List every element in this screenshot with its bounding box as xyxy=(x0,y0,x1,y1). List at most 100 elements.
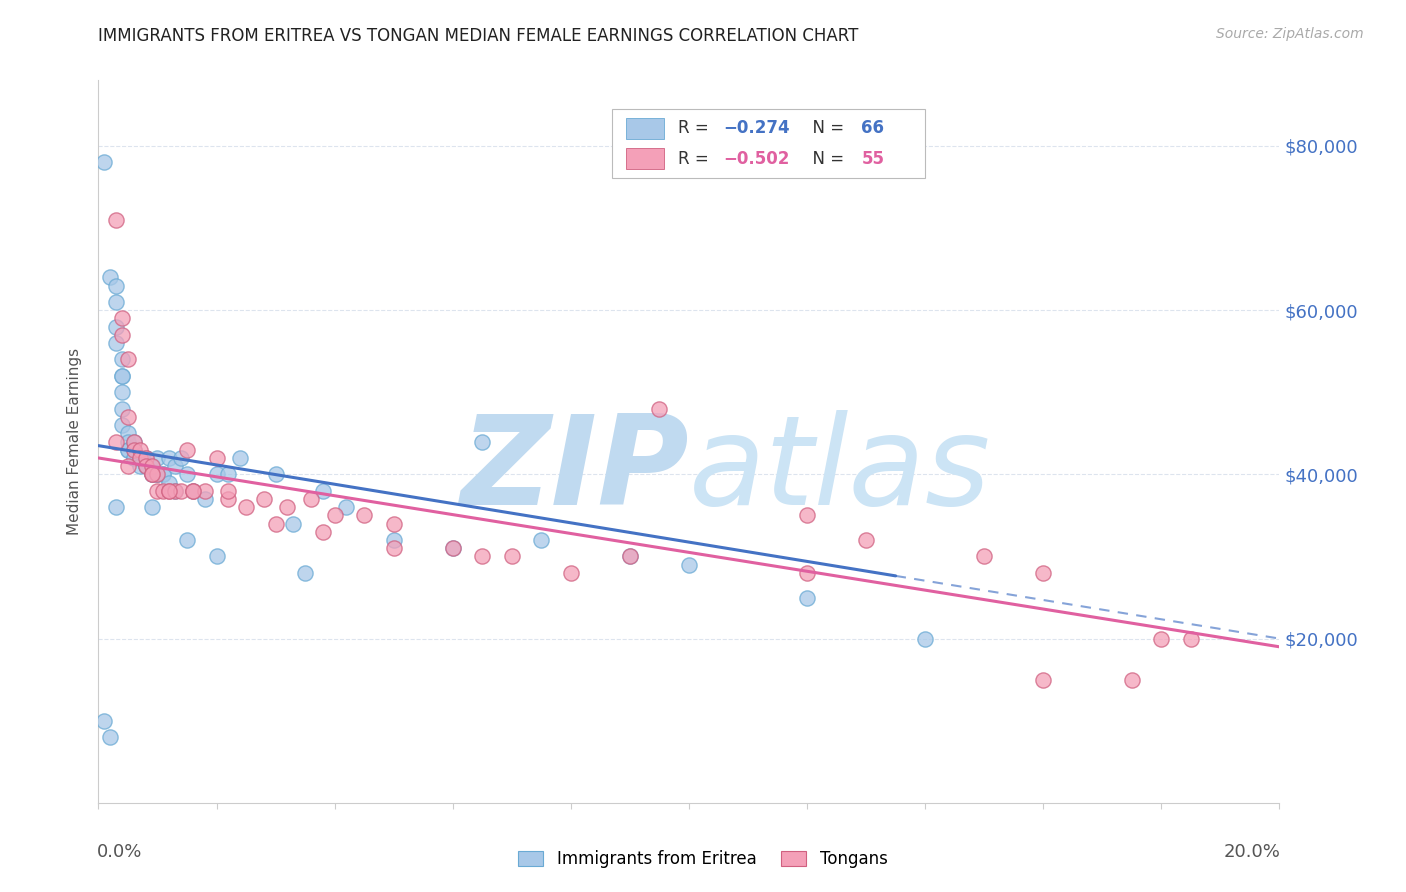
Point xyxy=(122,434,145,449)
Point xyxy=(229,450,252,465)
Point xyxy=(299,491,322,506)
Point xyxy=(122,450,145,465)
Point xyxy=(170,450,193,465)
Text: atlas: atlas xyxy=(689,410,991,531)
Point xyxy=(122,434,145,449)
FancyBboxPatch shape xyxy=(612,109,925,178)
Point xyxy=(283,516,305,531)
Point xyxy=(105,319,128,334)
Point xyxy=(135,450,157,465)
Point xyxy=(181,483,204,498)
Point xyxy=(205,467,228,482)
Point xyxy=(217,483,239,498)
Point xyxy=(253,491,276,506)
Point xyxy=(796,508,818,523)
Point xyxy=(312,524,335,539)
Point xyxy=(176,442,198,457)
Text: 55: 55 xyxy=(862,150,884,168)
Point xyxy=(176,467,198,482)
Point xyxy=(294,566,316,580)
Point xyxy=(471,434,494,449)
Point xyxy=(105,500,128,515)
Point xyxy=(141,467,163,482)
Point xyxy=(111,352,134,367)
Point xyxy=(111,368,134,383)
Text: Source: ZipAtlas.com: Source: ZipAtlas.com xyxy=(1216,27,1364,41)
Point xyxy=(128,450,150,465)
Point xyxy=(276,500,298,515)
Point xyxy=(135,459,157,474)
Point xyxy=(471,549,494,564)
Point xyxy=(117,409,139,424)
Point xyxy=(93,155,115,169)
Point xyxy=(217,491,239,506)
Point xyxy=(170,483,193,498)
Point xyxy=(1032,673,1054,687)
Point xyxy=(122,442,145,457)
Point xyxy=(105,212,128,227)
Point xyxy=(165,483,187,498)
Point xyxy=(135,450,157,465)
Point xyxy=(128,459,150,474)
Point xyxy=(146,467,169,482)
Point xyxy=(111,311,134,326)
Point xyxy=(619,549,641,564)
Text: −0.502: −0.502 xyxy=(723,150,790,168)
Point xyxy=(914,632,936,646)
Text: 20.0%: 20.0% xyxy=(1223,843,1281,861)
Y-axis label: Median Female Earnings: Median Female Earnings xyxy=(67,348,83,535)
Point xyxy=(111,327,134,342)
Point xyxy=(530,533,553,547)
Point xyxy=(141,467,163,482)
Point xyxy=(181,483,204,498)
Point xyxy=(165,483,187,498)
Legend: Immigrants from Eritrea, Tongans: Immigrants from Eritrea, Tongans xyxy=(512,844,894,875)
Point xyxy=(194,483,217,498)
Point xyxy=(146,467,169,482)
Point xyxy=(105,295,128,310)
Point xyxy=(855,533,877,547)
Point xyxy=(323,508,346,523)
Point xyxy=(157,475,180,490)
Point xyxy=(98,730,121,744)
Text: R =: R = xyxy=(678,120,714,137)
Text: 66: 66 xyxy=(862,120,884,137)
Point xyxy=(128,442,150,457)
Point xyxy=(619,549,641,564)
Point xyxy=(152,483,174,498)
Point xyxy=(441,541,464,556)
Point xyxy=(264,516,287,531)
Point xyxy=(382,516,405,531)
Point xyxy=(973,549,995,564)
Point xyxy=(353,508,375,523)
Point xyxy=(128,450,150,465)
Point xyxy=(111,418,134,433)
Point xyxy=(93,714,115,728)
Text: IMMIGRANTS FROM ERITREA VS TONGAN MEDIAN FEMALE EARNINGS CORRELATION CHART: IMMIGRANTS FROM ERITREA VS TONGAN MEDIAN… xyxy=(98,27,859,45)
Point xyxy=(141,500,163,515)
Point xyxy=(117,434,139,449)
Point xyxy=(117,459,139,474)
Point xyxy=(117,442,139,457)
Point xyxy=(117,442,139,457)
Text: N =: N = xyxy=(803,150,849,168)
Point xyxy=(441,541,464,556)
Point xyxy=(146,483,169,498)
Text: −0.274: −0.274 xyxy=(723,120,790,137)
Point xyxy=(312,483,335,498)
Text: ZIP: ZIP xyxy=(460,410,689,531)
Point xyxy=(1032,566,1054,580)
Point xyxy=(157,450,180,465)
Point xyxy=(141,459,163,474)
Point xyxy=(111,401,134,416)
FancyBboxPatch shape xyxy=(626,118,664,138)
Point xyxy=(205,450,228,465)
Point xyxy=(382,533,405,547)
Point xyxy=(560,566,582,580)
Point xyxy=(648,401,671,416)
Point xyxy=(135,459,157,474)
Point xyxy=(141,467,163,482)
Point xyxy=(152,467,174,482)
Point xyxy=(1180,632,1202,646)
Point xyxy=(111,368,134,383)
